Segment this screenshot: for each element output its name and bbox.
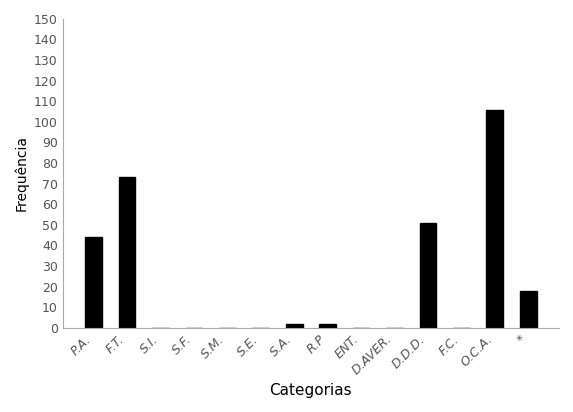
Bar: [119, 178, 135, 328]
Bar: [319, 324, 336, 328]
Bar: [486, 110, 503, 328]
X-axis label: Categorias: Categorias: [269, 383, 352, 398]
Bar: [286, 324, 303, 328]
Bar: [419, 223, 436, 328]
Y-axis label: Frequência: Frequência: [14, 135, 29, 211]
Bar: [85, 237, 102, 328]
Bar: [520, 291, 536, 328]
